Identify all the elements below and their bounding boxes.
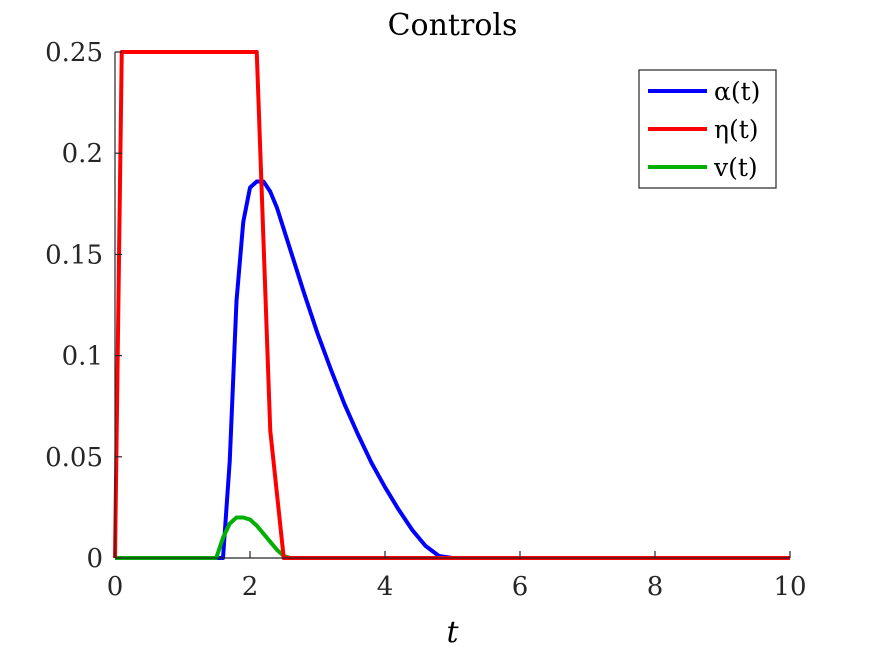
x-tick-label: 8 [647,572,664,602]
y-tick-label: 0.25 [45,38,103,68]
x-axis-label: t [446,615,459,650]
series-line-1 [115,179,790,560]
x-tick-label: 4 [377,572,394,602]
x-tick-label: 2 [242,572,259,602]
x-tick-label: 0 [107,572,124,602]
y-tick-label: 0.2 [62,139,103,169]
legend: α(t) η(t) v(t) [638,69,777,189]
y-tick-label: 0 [86,544,103,574]
chart-title: Controls [388,8,518,43]
axes-layer: 0 2 4 6 8 10 0 0.05 0.1 0.15 0.2 0.25 [45,38,806,602]
y-tick-label: 0.15 [45,240,103,270]
x-tick-label: 10 [773,572,806,602]
legend-label: α(t) [714,77,760,106]
y-tick-label: 0.1 [62,342,103,372]
legend-label: η(t) [714,115,759,144]
x-tick-label: 6 [512,572,529,602]
y-tick-label: 0.05 [45,443,103,473]
legend-label: v(t) [713,153,758,182]
